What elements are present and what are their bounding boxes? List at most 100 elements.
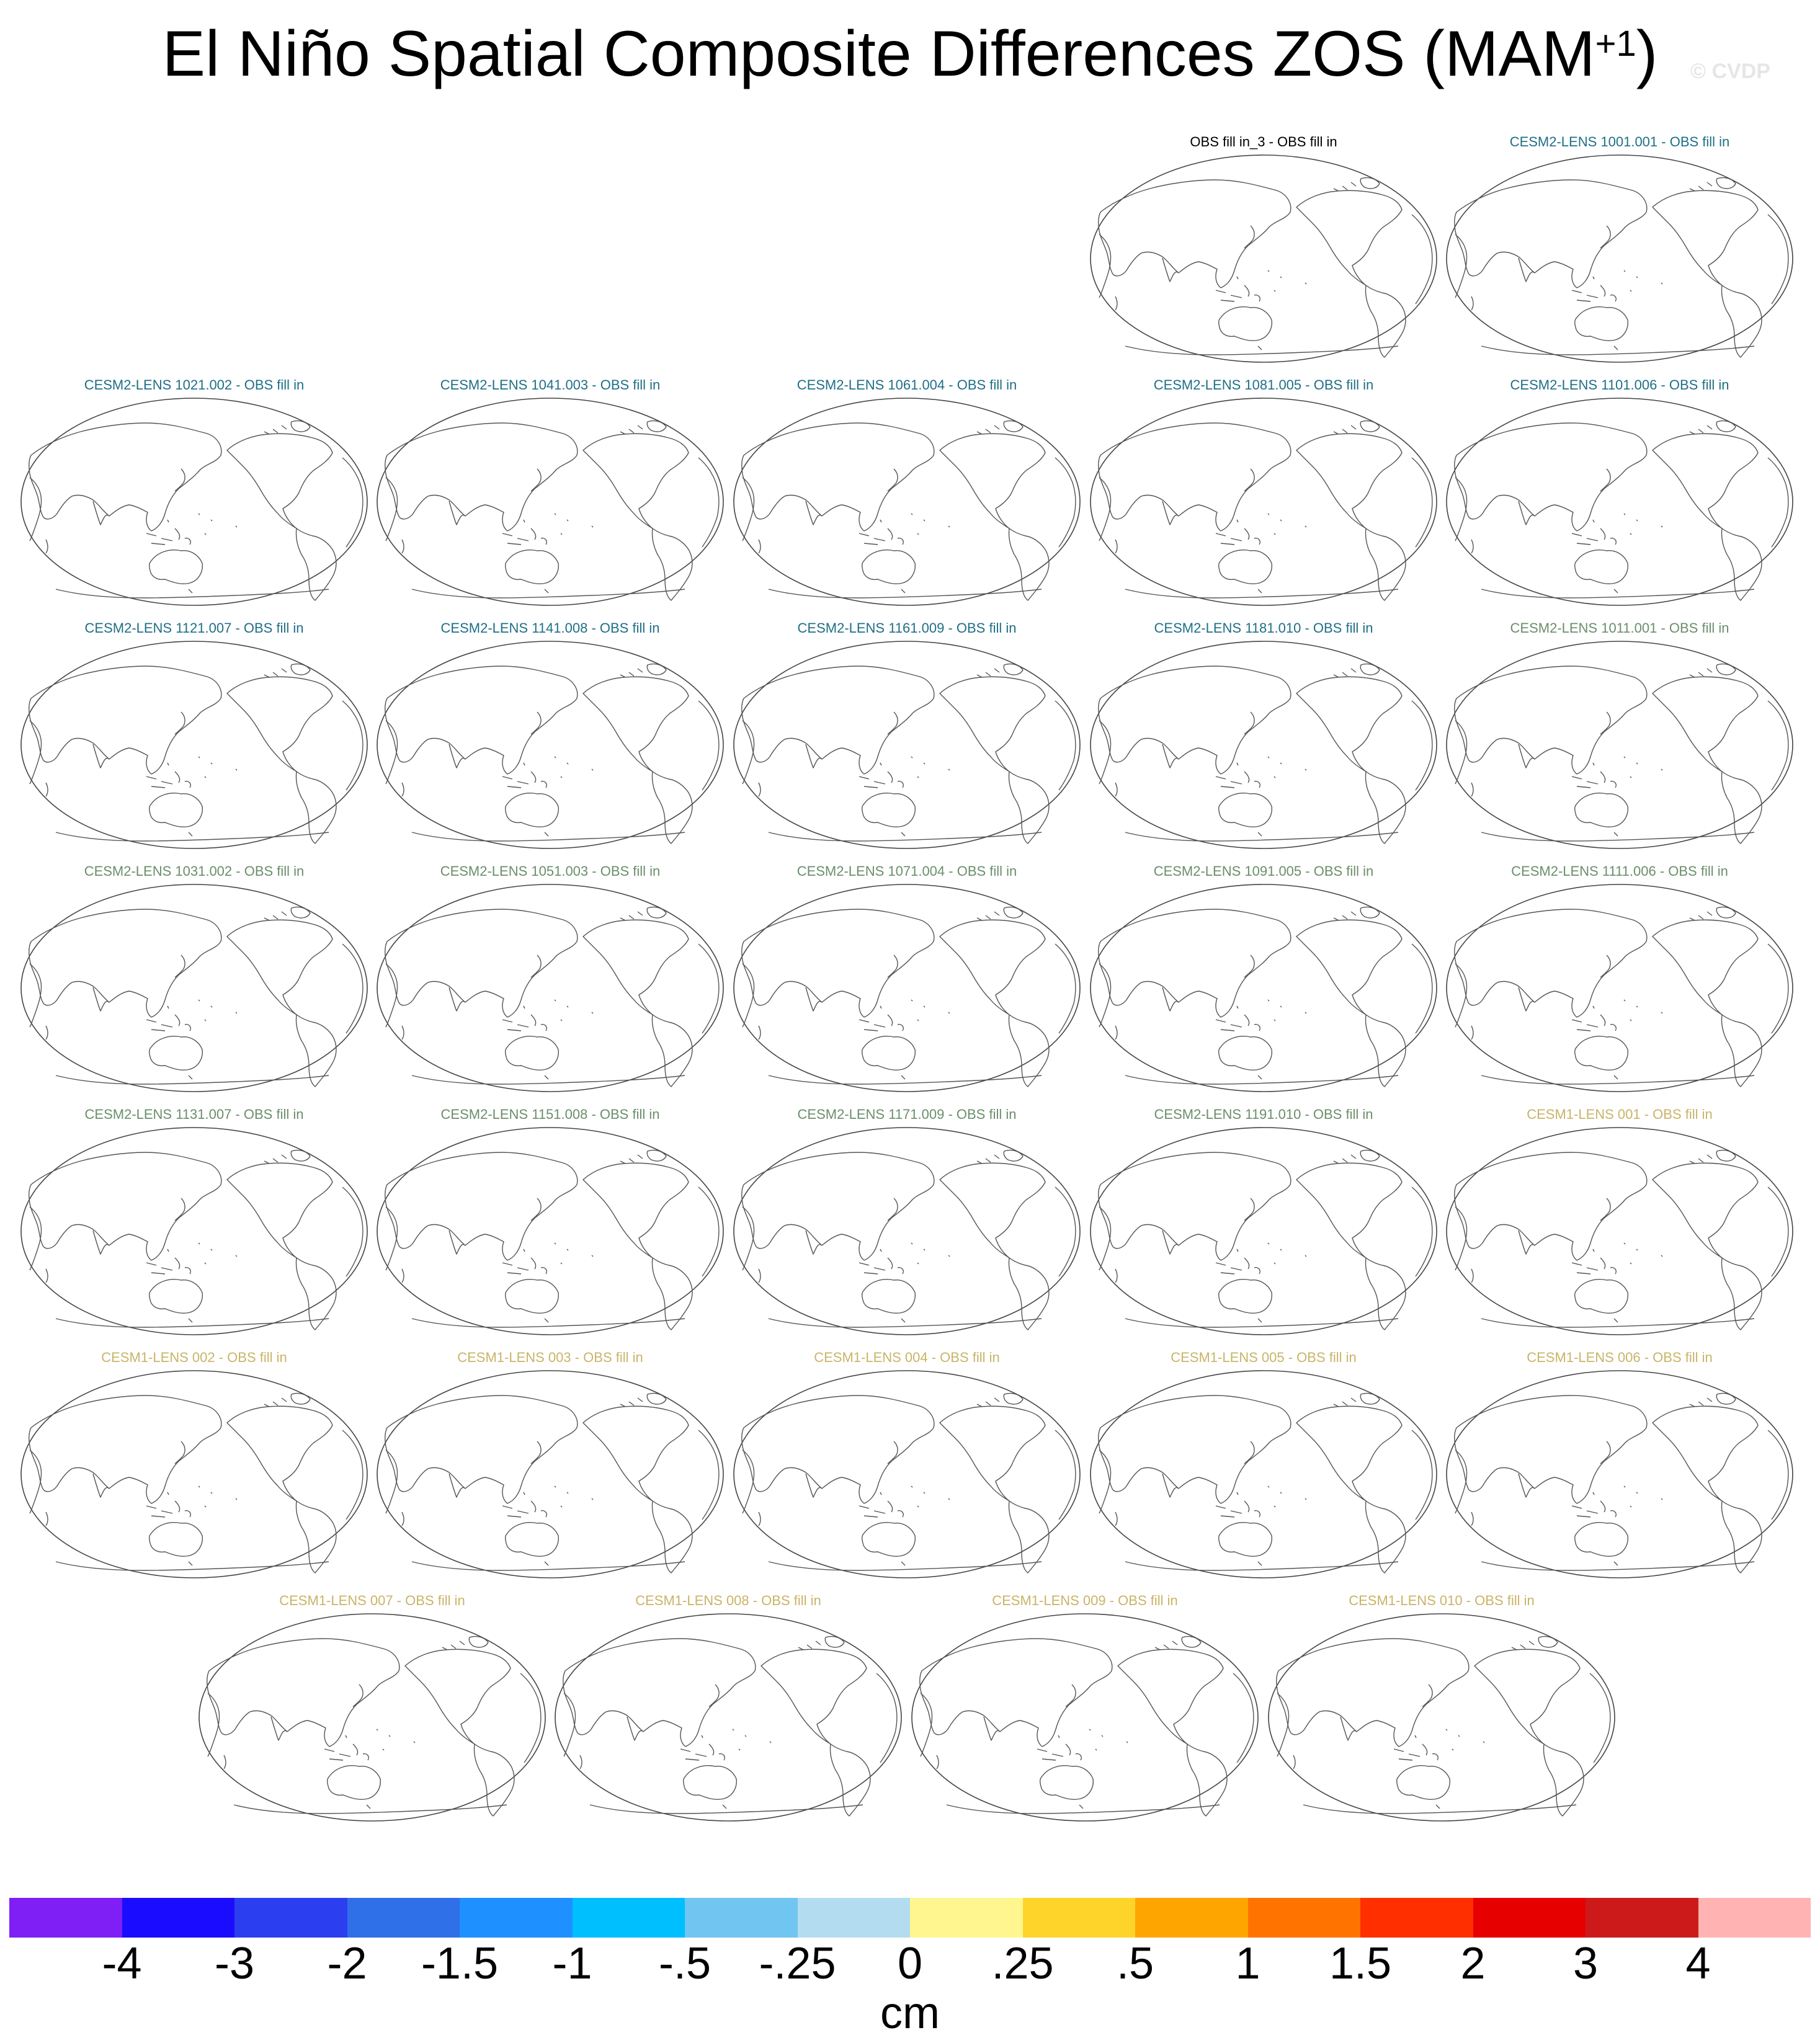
colorbar	[9, 1898, 1811, 1938]
map-panel: CESM1-LENS 009 - OBS fill in	[909, 1593, 1260, 1823]
world-map-coastlines	[20, 1370, 368, 1578]
map-panel: CESM2-LENS 1081.005 - OBS fill in	[1088, 377, 1439, 608]
map-panel-title: CESM2-LENS 1191.010 - OBS fill in	[1154, 1106, 1373, 1122]
map-panel: CESM2-LENS 1171.009 - OBS fill in	[731, 1106, 1082, 1337]
map-panel-title: CESM1-LENS 004 - OBS fill in	[814, 1350, 1000, 1365]
colorbar-tick-label: 0	[897, 1939, 923, 1988]
map-panel-title: CESM2-LENS 1021.002 - OBS fill in	[84, 377, 305, 393]
world-map-coastlines	[377, 641, 724, 849]
map-panel-title: CESM2-LENS 1091.005 - OBS fill in	[1153, 863, 1374, 879]
colorbar-swatch	[1586, 1898, 1698, 1938]
map-panel: CESM2-LENS 1071.004 - OBS fill in	[731, 863, 1082, 1094]
world-map-coastlines	[1090, 1370, 1437, 1578]
world-map-coastlines	[377, 1370, 724, 1578]
map-panel-title: CESM2-LENS 1171.009 - OBS fill in	[797, 1106, 1017, 1122]
map-panel: CESM1-LENS 006 - OBS fill in	[1444, 1350, 1795, 1580]
colorbar-swatch	[122, 1898, 234, 1938]
map-panel-title: CESM2-LENS 1041.003 - OBS fill in	[440, 377, 661, 393]
map-panel-title: CESM2-LENS 1071.004 - OBS fill in	[796, 863, 1017, 879]
map-panel: CESM1-LENS 008 - OBS fill in	[553, 1593, 904, 1823]
world-map-coastlines	[1268, 1613, 1615, 1822]
figure-title-superscript: +1	[1595, 24, 1636, 65]
world-map-coastlines	[20, 1127, 368, 1335]
world-map-coastlines	[733, 1370, 1081, 1578]
map-panel-title: CESM2-LENS 1151.008 - OBS fill in	[440, 1106, 660, 1122]
colorbar-swatch	[1698, 1898, 1811, 1938]
map-panel: CESM2-LENS 1021.002 - OBS fill in	[19, 377, 370, 608]
colorbar-tick-label: -.5	[658, 1939, 711, 1988]
colorbar-swatch	[9, 1898, 122, 1938]
map-panel: CESM2-LENS 1041.003 - OBS fill in	[375, 377, 726, 608]
world-map-coastlines	[377, 1127, 724, 1335]
map-panel-title: CESM1-LENS 002 - OBS fill in	[101, 1350, 287, 1365]
world-map-coastlines	[377, 398, 724, 606]
world-map-coastlines	[1090, 154, 1437, 363]
world-map-coastlines	[733, 1127, 1081, 1335]
map-panel: CESM1-LENS 005 - OBS fill in	[1088, 1350, 1439, 1580]
map-panel: OBS fill in_3 - OBS fill in	[1088, 134, 1439, 365]
colorbar-swatch	[347, 1898, 460, 1938]
map-panel-title: CESM2-LENS 1011.001 - OBS fill in	[1510, 620, 1729, 636]
map-panel-title: CESM2-LENS 1161.009 - OBS fill in	[797, 620, 1017, 636]
map-panel: CESM2-LENS 1191.010 - OBS fill in	[1088, 1106, 1439, 1337]
map-panel: CESM2-LENS 1131.007 - OBS fill in	[19, 1106, 370, 1337]
map-panel-title: CESM2-LENS 1121.007 - OBS fill in	[84, 620, 304, 636]
map-panel-title: CESM2-LENS 1031.002 - OBS fill in	[84, 863, 305, 879]
map-panel-title: CESM2-LENS 1001.001 - OBS fill in	[1509, 134, 1730, 149]
map-panel: CESM1-LENS 002 - OBS fill in	[19, 1350, 370, 1580]
map-panel: CESM2-LENS 1061.004 - OBS fill in	[731, 377, 1082, 608]
colorbar-tick-label: -1	[552, 1939, 592, 1988]
map-panel: CESM2-LENS 1101.006 - OBS fill in	[1444, 377, 1795, 608]
colorbar-swatch	[1247, 1898, 1360, 1938]
colorbar-tick-label: -2	[327, 1939, 367, 1988]
colorbar-tick-label: -4	[102, 1939, 142, 1988]
colorbar-tick-label: .25	[991, 1939, 1054, 1988]
map-panel: CESM1-LENS 001 - OBS fill in	[1444, 1106, 1795, 1337]
figure-title-close: )	[1636, 18, 1658, 90]
map-panel: CESM2-LENS 1031.002 - OBS fill in	[19, 863, 370, 1094]
map-panel-title: CESM2-LENS 1051.003 - OBS fill in	[440, 863, 661, 879]
world-map-coastlines	[733, 398, 1081, 606]
world-map-coastlines	[1090, 398, 1437, 606]
map-panel: CESM2-LENS 1011.001 - OBS fill in	[1444, 620, 1795, 851]
map-panel: CESM2-LENS 1161.009 - OBS fill in	[731, 620, 1082, 851]
world-map-coastlines	[377, 884, 724, 1092]
map-panel-title: CESM1-LENS 005 - OBS fill in	[1171, 1350, 1357, 1365]
map-panel: CESM1-LENS 003 - OBS fill in	[375, 1350, 726, 1580]
map-panel: CESM2-LENS 1111.006 - OBS fill in	[1444, 863, 1795, 1094]
world-map-coastlines	[1090, 1127, 1437, 1335]
world-map-coastlines	[20, 398, 368, 606]
colorbar-tick-label: 1.5	[1329, 1939, 1392, 1988]
colorbar-swatch	[685, 1898, 798, 1938]
map-panel-title: CESM1-LENS 007 - OBS fill in	[279, 1593, 465, 1608]
figure-title-main: El Niño Spatial Composite Differences ZO…	[162, 18, 1595, 90]
colorbar-swatch	[1135, 1898, 1248, 1938]
world-map-coastlines	[20, 641, 368, 849]
map-panel-title: CESM1-LENS 008 - OBS fill in	[635, 1593, 821, 1608]
colorbar-swatch	[1022, 1898, 1135, 1938]
map-panel-title: CESM2-LENS 1081.005 - OBS fill in	[1153, 377, 1374, 393]
colorbar-swatch	[910, 1898, 1023, 1938]
world-map-coastlines	[199, 1613, 546, 1822]
map-panel-title: CESM2-LENS 1141.008 - OBS fill in	[440, 620, 660, 636]
world-map-coastlines	[1446, 1370, 1793, 1578]
map-panel: CESM2-LENS 1091.005 - OBS fill in	[1088, 863, 1439, 1094]
world-map-coastlines	[733, 641, 1081, 849]
map-panel: CESM2-LENS 1151.008 - OBS fill in	[375, 1106, 726, 1337]
world-map-coastlines	[733, 884, 1081, 1092]
map-panel-title: CESM1-LENS 003 - OBS fill in	[457, 1350, 643, 1365]
world-map-coastlines	[1090, 884, 1437, 1092]
map-panel-title: CESM1-LENS 001 - OBS fill in	[1527, 1106, 1713, 1122]
colorbar-tick-label: 2	[1460, 1939, 1486, 1988]
colorbar-swatch	[234, 1898, 347, 1938]
map-panel: CESM1-LENS 004 - OBS fill in	[731, 1350, 1082, 1580]
map-panel-title: CESM2-LENS 1181.010 - OBS fill in	[1154, 620, 1373, 636]
colorbar-swatch	[1473, 1898, 1586, 1938]
world-map-coastlines	[20, 884, 368, 1092]
world-map-coastlines	[1446, 884, 1793, 1092]
map-panel-title: OBS fill in_3 - OBS fill in	[1190, 134, 1337, 149]
world-map-coastlines	[555, 1613, 902, 1822]
map-panel: CESM2-LENS 1181.010 - OBS fill in	[1088, 620, 1439, 851]
colorbar-tick-label: 3	[1572, 1939, 1599, 1988]
colorbar-tick-label: -3	[214, 1939, 255, 1988]
